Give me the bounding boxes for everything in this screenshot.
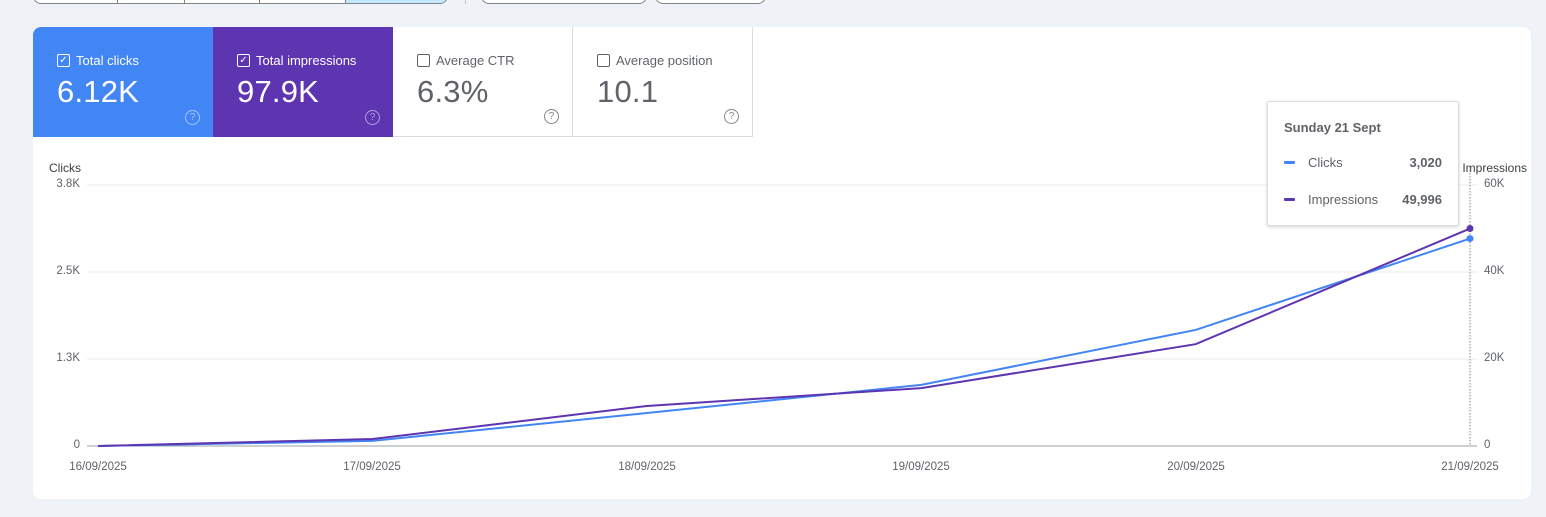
filter-button[interactable] (481, 0, 647, 4)
line-chart-plot[interactable] (33, 27, 1531, 499)
date-range-option[interactable] (34, 0, 118, 3)
help-icon[interactable]: ? (544, 109, 559, 124)
right-tick: 20K (1484, 352, 1505, 364)
date-range-option-selected[interactable] (345, 0, 447, 3)
left-tick: 3.8K (56, 178, 80, 190)
x-tick: 16/09/2025 (69, 461, 127, 473)
impressions-hover-point (1466, 225, 1474, 233)
performance-card: ✓ Total clicks 6.12K ? ✓ Total impressio… (33, 27, 1531, 499)
tooltip-row-impressions: Impressions 49,996 (1284, 192, 1442, 207)
right-axis-title: Impressions (1462, 161, 1527, 175)
metric-total-impressions[interactable]: ✓ Total impressions 97.9K ? (213, 27, 393, 137)
metric-label: Total impressions (256, 53, 357, 68)
metric-value: 6.3% (417, 74, 489, 109)
x-tick: 20/09/2025 (1167, 461, 1225, 473)
clicks-swatch-icon (1284, 161, 1295, 164)
impressions-line (97, 227, 1471, 447)
clicks-hover-point (1466, 235, 1474, 243)
metric-value: 6.12K (57, 74, 140, 109)
date-range-option[interactable] (185, 0, 260, 3)
metric-value: 97.9K (237, 74, 320, 109)
tooltip-date: Sunday 21 Sept (1284, 120, 1381, 135)
new-filter-button[interactable] (655, 0, 766, 4)
left-tick: 0 (73, 439, 80, 451)
checkbox-unchecked-icon[interactable] (597, 54, 610, 67)
right-tick: 0 (1484, 439, 1491, 451)
gridlines (87, 184, 1477, 360)
help-icon[interactable]: ? (724, 109, 739, 124)
metric-tabs: ✓ Total clicks 6.12K ? ✓ Total impressio… (33, 27, 753, 137)
right-tick: 40K (1484, 265, 1505, 277)
metric-label: Average CTR (436, 53, 515, 68)
impressions-swatch-icon (1284, 198, 1295, 201)
metric-average-position[interactable]: Average position 10.1 ? (573, 27, 753, 137)
left-tick: 2.5K (56, 265, 80, 277)
metric-label: Total clicks (76, 53, 139, 68)
tooltip-series-value: 49,996 (1402, 192, 1442, 207)
chart-tooltip: Sunday 21 Sept Clicks 3,020 Impressions … (1267, 101, 1459, 226)
date-range-segmented-control[interactable] (33, 0, 448, 4)
help-icon[interactable]: ? (185, 110, 200, 125)
metric-average-ctr[interactable]: Average CTR 6.3% ? (393, 27, 573, 137)
x-tick: 17/09/2025 (343, 461, 401, 473)
checkbox-checked-icon[interactable]: ✓ (57, 54, 70, 67)
toolbar-strip (0, 0, 800, 4)
help-icon[interactable]: ? (365, 110, 380, 125)
toolbar-divider (465, 0, 466, 4)
x-tick: 21/09/2025 (1441, 461, 1499, 473)
tooltip-row-clicks: Clicks 3,020 (1284, 155, 1442, 170)
checkbox-checked-icon[interactable]: ✓ (237, 54, 250, 67)
metric-total-clicks[interactable]: ✓ Total clicks 6.12K ? (33, 27, 213, 137)
x-tick: 19/09/2025 (892, 461, 950, 473)
left-axis-title: Clicks (49, 161, 81, 175)
date-range-option[interactable] (260, 0, 346, 3)
metric-label: Average position (616, 53, 713, 68)
metric-value: 10.1 (597, 74, 659, 109)
tooltip-series-name: Impressions (1308, 192, 1379, 207)
tooltip-series-value: 3,020 (1409, 155, 1442, 170)
clicks-line (97, 237, 1471, 447)
date-range-option[interactable] (118, 0, 186, 3)
checkbox-unchecked-icon[interactable] (417, 54, 430, 67)
left-tick: 1.3K (56, 352, 80, 364)
tooltip-series-name: Clicks (1308, 155, 1343, 170)
x-tick: 18/09/2025 (618, 461, 676, 473)
right-tick: 60K (1484, 178, 1505, 190)
